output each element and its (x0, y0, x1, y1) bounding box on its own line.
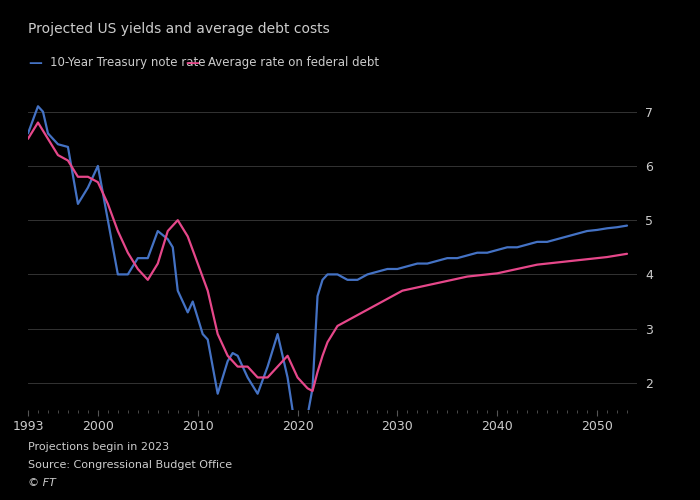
Text: Projected US yields and average debt costs: Projected US yields and average debt cos… (28, 22, 330, 36)
Text: Projections begin in 2023: Projections begin in 2023 (28, 442, 169, 452)
Text: © FT: © FT (28, 478, 56, 488)
Text: 10-Year Treasury note rate: 10-Year Treasury note rate (50, 56, 206, 69)
Text: Source: Congressional Budget Office: Source: Congressional Budget Office (28, 460, 232, 470)
Text: Average rate on federal debt: Average rate on federal debt (208, 56, 379, 69)
Text: —: — (186, 56, 199, 70)
Text: —: — (28, 56, 42, 70)
